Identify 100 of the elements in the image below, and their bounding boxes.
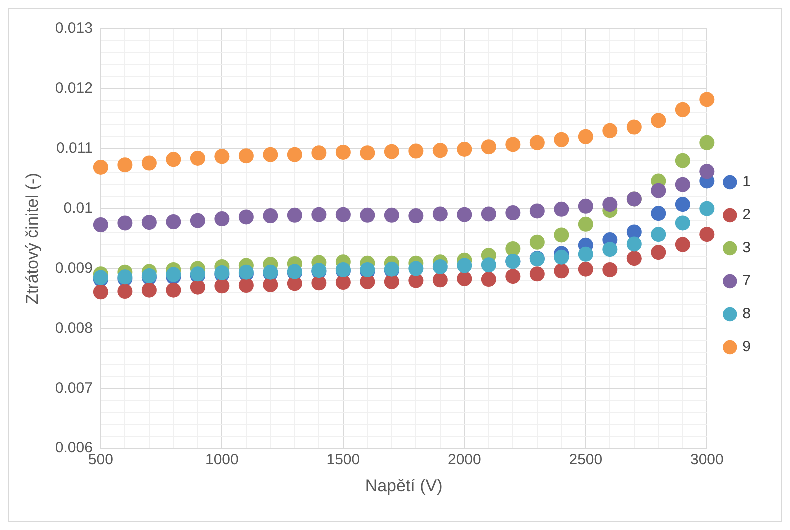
point [432, 272, 448, 288]
point [481, 140, 496, 155]
point [700, 227, 715, 242]
legend-label: 2 [742, 206, 751, 224]
point [675, 102, 690, 118]
x-tick-label: 2000 [448, 452, 482, 469]
point [481, 258, 496, 273]
point [214, 278, 230, 294]
point [93, 218, 108, 233]
point [506, 137, 521, 152]
y-tick-label: 0.011 [56, 140, 93, 158]
point [602, 242, 618, 258]
point [93, 160, 108, 175]
point [506, 206, 521, 221]
point [190, 213, 206, 228]
point [166, 152, 182, 168]
point [384, 274, 400, 290]
legend-label: 3 [742, 240, 751, 257]
point [626, 224, 642, 240]
point [238, 210, 254, 225]
point [432, 259, 448, 274]
point [238, 278, 254, 294]
point [651, 113, 666, 128]
point [142, 156, 157, 171]
point [166, 214, 182, 230]
point [700, 135, 715, 150]
point [675, 197, 690, 212]
point [336, 207, 351, 222]
point [118, 216, 133, 231]
point [214, 149, 230, 164]
point [530, 234, 545, 250]
point [408, 261, 424, 276]
point [287, 208, 302, 223]
legend-label: 7 [742, 272, 751, 290]
legend-label: 1 [742, 174, 751, 191]
legend-label: 8 [742, 306, 751, 323]
point [602, 123, 618, 138]
point [432, 143, 448, 158]
point [142, 282, 157, 298]
point [626, 251, 642, 266]
point [651, 183, 666, 198]
point [118, 158, 133, 173]
point [312, 146, 327, 161]
y-axis-title: Ztrátový činitel (-) [22, 173, 42, 304]
point [626, 236, 642, 252]
point [651, 227, 666, 242]
point [287, 276, 302, 292]
point [700, 201, 715, 216]
point [312, 276, 327, 291]
point [578, 198, 594, 214]
point [263, 208, 278, 224]
y-tick-label: 0.007 [55, 380, 93, 397]
point [481, 272, 496, 288]
point [602, 197, 618, 212]
point [675, 153, 690, 168]
point [457, 258, 472, 274]
point [238, 148, 254, 164]
point [602, 262, 618, 278]
point [578, 262, 594, 277]
point [554, 264, 570, 279]
point [432, 206, 448, 222]
point [408, 208, 424, 224]
x-tick-label: 3000 [690, 452, 724, 469]
point [457, 271, 472, 286]
point [578, 216, 594, 232]
point [506, 269, 521, 284]
point [336, 144, 351, 160]
point [578, 246, 594, 262]
x-tick-label: 500 [88, 452, 114, 469]
point [408, 144, 424, 159]
x-tick-label: 1500 [326, 452, 360, 469]
point [190, 280, 206, 295]
x-tick-label: 1000 [205, 452, 239, 469]
point [530, 135, 545, 150]
point [360, 146, 376, 161]
point [384, 144, 400, 160]
point [263, 277, 278, 292]
point [506, 241, 521, 256]
point [675, 216, 690, 231]
x-tick-label: 2500 [569, 452, 603, 469]
point [554, 228, 570, 243]
point [118, 284, 133, 300]
point [651, 245, 666, 260]
point [578, 129, 594, 144]
point [651, 206, 666, 222]
y-tick-label: 0.012 [55, 80, 93, 98]
point [214, 212, 230, 227]
point [312, 207, 327, 222]
point [93, 284, 108, 300]
x-axis-title: Napětí (V) [365, 476, 443, 496]
point [263, 147, 278, 162]
point [190, 150, 206, 166]
point [166, 282, 182, 298]
legend-label: 9 [742, 338, 751, 356]
point [530, 204, 545, 219]
point [457, 207, 472, 222]
point [142, 215, 157, 230]
point [554, 132, 570, 148]
point [481, 206, 496, 222]
point [626, 120, 642, 135]
